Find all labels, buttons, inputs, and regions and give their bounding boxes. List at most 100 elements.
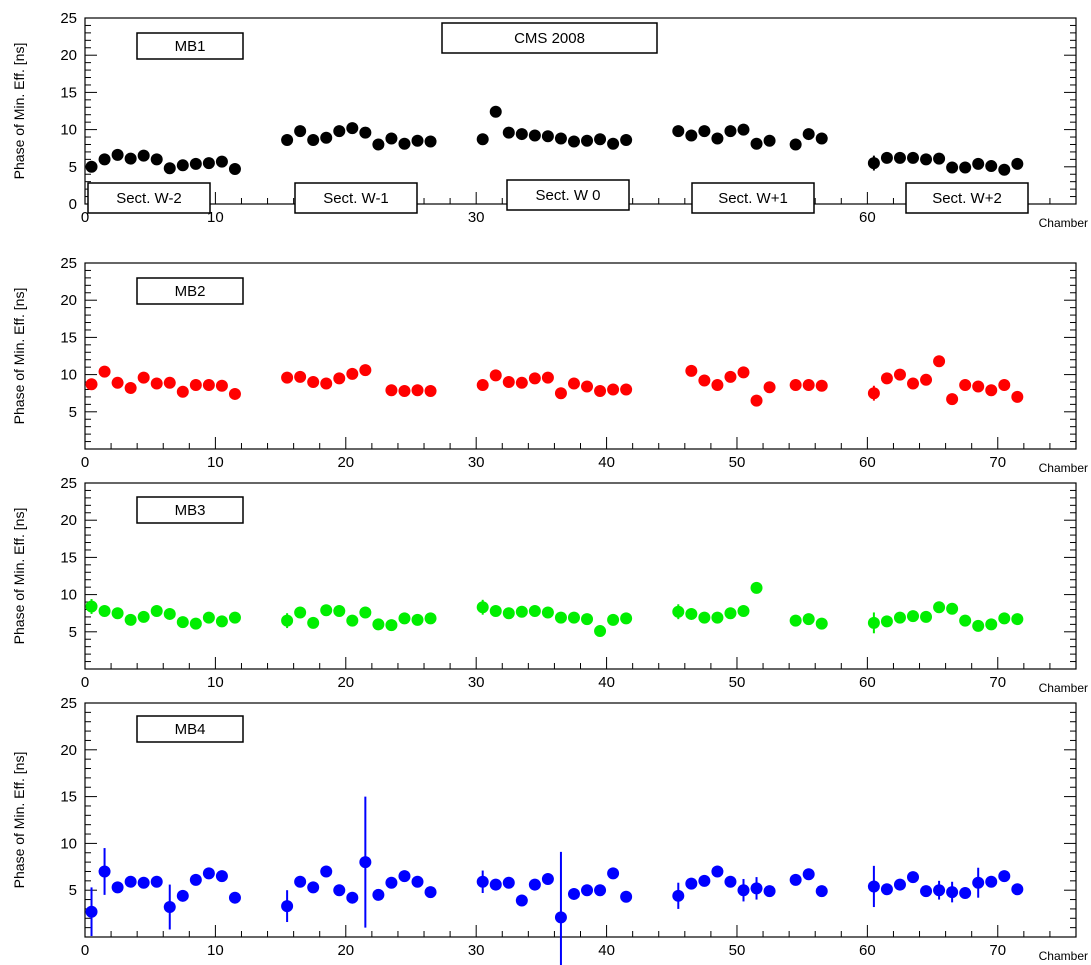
data-point bbox=[737, 884, 750, 897]
data-point bbox=[985, 384, 998, 397]
data-point bbox=[124, 613, 137, 626]
data-point bbox=[685, 877, 698, 890]
data-point bbox=[972, 876, 985, 889]
data-point bbox=[515, 376, 528, 389]
data-point bbox=[737, 604, 750, 617]
data-point bbox=[346, 614, 359, 627]
data-point bbox=[111, 607, 124, 620]
data-point bbox=[85, 160, 98, 173]
data-point bbox=[867, 387, 880, 400]
data-point bbox=[424, 886, 437, 899]
data-point bbox=[724, 607, 737, 620]
data-point bbox=[98, 604, 111, 617]
data-point bbox=[815, 617, 828, 630]
data-point bbox=[515, 894, 528, 907]
data-point bbox=[750, 581, 763, 594]
data-point bbox=[150, 875, 163, 888]
data-point bbox=[502, 126, 515, 139]
data-point bbox=[985, 618, 998, 631]
panel-mb2: 5 10 15 20 25 0 10 20 30 40 50 60 70 Phase of Min. Ef… bbox=[11, 255, 1088, 475]
data-point bbox=[802, 128, 815, 141]
data-point bbox=[815, 132, 828, 145]
data-point bbox=[972, 380, 985, 393]
data-point bbox=[763, 134, 776, 147]
x-tick-label: 50 bbox=[729, 942, 746, 959]
data-point bbox=[502, 607, 515, 620]
y-tick-label: 15 bbox=[60, 789, 77, 806]
y-tick-label: 20 bbox=[60, 512, 77, 529]
data-point bbox=[189, 379, 202, 392]
data-point bbox=[359, 856, 372, 869]
x-tick-label: 70 bbox=[989, 454, 1006, 471]
x-tick-label: 0 bbox=[81, 942, 89, 959]
data-point bbox=[972, 619, 985, 632]
chart-title-box bbox=[441, 22, 658, 54]
data-point bbox=[920, 885, 933, 898]
data-point bbox=[215, 155, 228, 168]
x-tick-label: 40 bbox=[598, 674, 615, 691]
data-point bbox=[750, 137, 763, 150]
data-point bbox=[515, 128, 528, 141]
data-point bbox=[998, 163, 1011, 176]
data-point bbox=[867, 616, 880, 629]
y-axis-title: Phase of Min. Eff. [ns] bbox=[11, 288, 27, 425]
data-point bbox=[1011, 157, 1024, 170]
data-point bbox=[946, 602, 959, 615]
data-point bbox=[880, 615, 893, 628]
data-point bbox=[880, 151, 893, 164]
data-point bbox=[880, 372, 893, 385]
data-point bbox=[672, 125, 685, 138]
data-point bbox=[333, 884, 346, 897]
y-tick-label: 15 bbox=[60, 84, 77, 101]
y-tick-label: 25 bbox=[60, 10, 77, 27]
data-point bbox=[998, 379, 1011, 392]
data-point bbox=[150, 604, 163, 617]
data-point bbox=[98, 365, 111, 378]
x-tick-label: 0 bbox=[81, 209, 89, 226]
data-point bbox=[933, 152, 946, 165]
data-point bbox=[411, 134, 424, 147]
data-point bbox=[281, 134, 294, 147]
data-point bbox=[163, 376, 176, 389]
y-tick-label: 10 bbox=[60, 835, 77, 852]
x-tick-label: 60 bbox=[859, 674, 876, 691]
data-point bbox=[176, 385, 189, 398]
data-point bbox=[541, 606, 554, 619]
data-point bbox=[215, 379, 228, 392]
data-point bbox=[1011, 883, 1024, 896]
data-point bbox=[737, 366, 750, 379]
data-point bbox=[672, 889, 685, 902]
data-point bbox=[202, 379, 215, 392]
y-axis-title: Phase of Min. Eff. [ns] bbox=[11, 752, 27, 889]
data-point bbox=[567, 135, 580, 148]
data-point bbox=[176, 889, 189, 902]
y-axis-title: Phase of Min. Eff. [ns] bbox=[11, 508, 27, 645]
data-point bbox=[789, 379, 802, 392]
data-point bbox=[933, 884, 946, 897]
data-point bbox=[346, 367, 359, 380]
data-point bbox=[998, 612, 1011, 625]
y-tick-label: 5 bbox=[69, 624, 77, 641]
data-point bbox=[581, 884, 594, 897]
x-axis-title: Chamber bbox=[1039, 681, 1088, 695]
x-tick-label: 70 bbox=[989, 942, 1006, 959]
data-point bbox=[880, 883, 893, 896]
data-point bbox=[698, 125, 711, 138]
data-point bbox=[893, 611, 906, 624]
x-tick-label: 10 bbox=[207, 209, 224, 226]
data-point bbox=[607, 137, 620, 150]
data-point bbox=[1011, 390, 1024, 403]
x-tick-label: 30 bbox=[468, 942, 485, 959]
x-axis-title: Chamber bbox=[1039, 216, 1088, 230]
data-point bbox=[320, 604, 333, 617]
data-point bbox=[802, 868, 815, 881]
panel-mb3: 5 10 15 20 25 0 10 20 30 40 50 60 70 Phase of Min. Ef… bbox=[11, 475, 1088, 695]
data-point bbox=[541, 872, 554, 885]
data-point bbox=[620, 890, 633, 903]
data-point bbox=[933, 355, 946, 368]
data-point bbox=[907, 151, 920, 164]
data-point bbox=[750, 394, 763, 407]
x-tick-label: 60 bbox=[859, 209, 876, 226]
data-point bbox=[920, 373, 933, 386]
data-point bbox=[946, 161, 959, 174]
